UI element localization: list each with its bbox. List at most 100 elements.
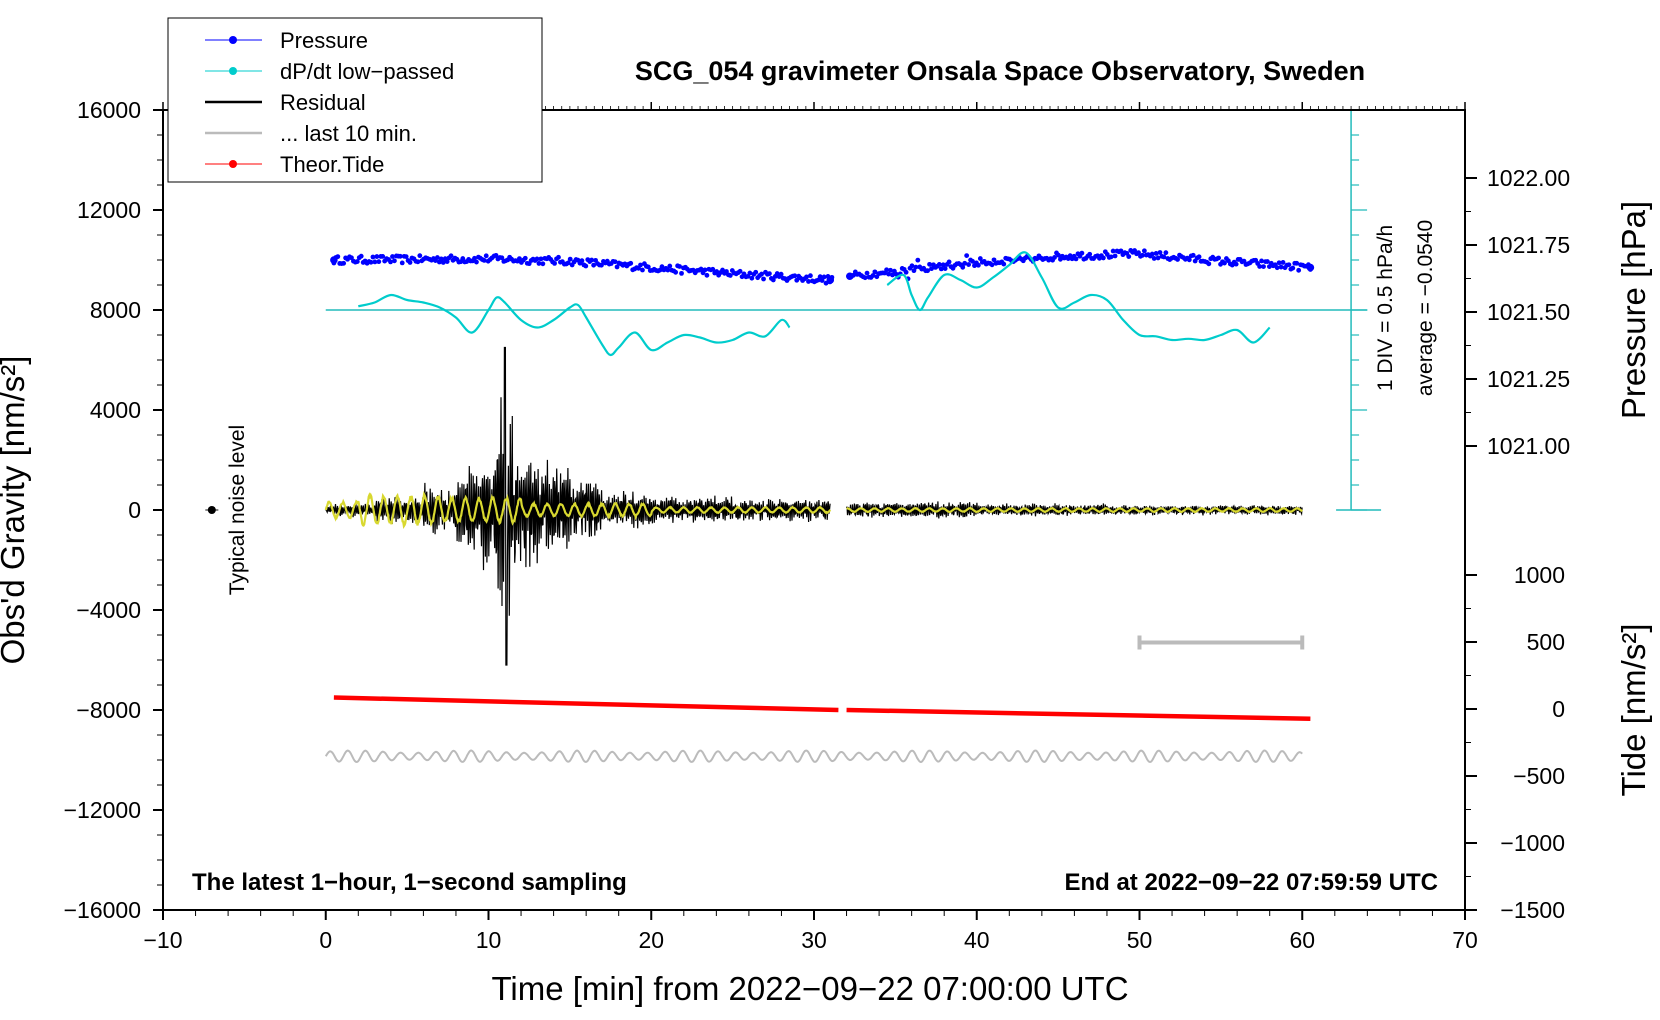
y-tick-label: −4000 <box>76 597 141 623</box>
pressure-point <box>522 255 528 261</box>
pressure-point <box>368 259 374 265</box>
pressure-point <box>579 258 585 264</box>
pressure-point <box>1286 262 1292 268</box>
legend: Pressure dP/dt low−passed Residual ... last… <box>167 17 543 183</box>
pressure-point <box>536 261 542 266</box>
pressure-point <box>804 274 809 280</box>
pressure-point <box>884 267 889 273</box>
pressure-point <box>1079 250 1085 256</box>
pressure-point <box>870 273 876 278</box>
pressure-point <box>417 253 423 259</box>
pressure-point <box>374 254 380 259</box>
pressure-point <box>761 276 766 282</box>
tide-tick-label: 0 <box>1552 696 1565 722</box>
pressure-point <box>1151 256 1157 261</box>
pressure-point <box>778 271 784 277</box>
y-tick-label: −12000 <box>64 797 141 823</box>
pressure-point <box>962 260 968 266</box>
dpdt-line-2 <box>886 251 1271 344</box>
y-axis-pressure-title: Pressure [hPa] <box>1615 201 1652 419</box>
pressure-point <box>354 259 360 264</box>
tide-line-1 <box>333 695 839 713</box>
pressure-point <box>679 270 684 276</box>
pressure-point <box>817 274 823 280</box>
legend-marker <box>229 160 237 168</box>
pressure-point <box>1276 260 1282 266</box>
filtered-series <box>324 490 1303 529</box>
pressure-point <box>1056 252 1061 258</box>
legend-marker <box>229 36 237 44</box>
pressure-point <box>540 261 546 267</box>
pressure-point <box>806 279 811 284</box>
pressure-point <box>640 267 645 273</box>
pressure-point <box>970 258 975 264</box>
x-tick-label: 40 <box>964 927 990 953</box>
pressure-point <box>925 268 930 274</box>
pressure-point <box>552 260 557 266</box>
pressure-point <box>1274 265 1280 271</box>
noise-level-marker <box>207 506 216 514</box>
pressure-point <box>759 271 764 277</box>
x-tick-label: 10 <box>476 927 502 953</box>
pressure-point <box>1186 257 1192 263</box>
pressure-point <box>702 267 708 273</box>
x-tick-label: 60 <box>1289 927 1315 953</box>
pressure-point <box>1233 261 1239 267</box>
scale-div-label: 1 DIV = 0.5 hPa/h <box>1374 225 1397 391</box>
pressure-point <box>517 256 522 262</box>
pressure-point <box>819 278 825 283</box>
pressure-point <box>538 256 544 262</box>
pressure-point <box>913 264 919 270</box>
pressure-point <box>714 269 720 274</box>
pressure-point <box>1141 248 1147 254</box>
pressure-point <box>665 267 671 273</box>
pressure-tick-label: 1021.75 <box>1487 232 1570 258</box>
pressure-point <box>1108 254 1114 260</box>
chart-title: SCG_054 gravimeter Onsala Space Observat… <box>635 56 1365 86</box>
pressure-point <box>1149 251 1155 257</box>
pressure-point <box>567 256 573 262</box>
pressure-point <box>392 258 397 264</box>
tide-tick-label: −1000 <box>1500 830 1565 856</box>
pressure-point <box>397 253 403 259</box>
pressure-point <box>929 266 934 272</box>
pressure-point <box>888 267 893 273</box>
legend-label: Theor.Tide <box>280 152 384 177</box>
pressure-point <box>534 256 540 262</box>
pressure-point <box>645 264 651 270</box>
pressure-point <box>1261 264 1266 269</box>
x-tick-label: 0 <box>319 927 332 953</box>
pressure-point <box>821 274 827 280</box>
pressure-point <box>434 255 440 260</box>
pressure-point <box>964 253 970 259</box>
pressure-point <box>826 276 835 284</box>
pressure-point <box>612 259 618 265</box>
pressure-point <box>444 259 450 264</box>
pressure-point <box>372 259 378 265</box>
residual-line-1 <box>325 346 831 666</box>
pressure-point <box>415 259 421 265</box>
y-tick-label: 12000 <box>77 197 141 223</box>
pressure-point <box>727 273 733 278</box>
pressure-point <box>1296 267 1302 273</box>
sampling-annotation: The latest 1−hour, 1−second sampling <box>192 869 627 896</box>
pressure-point <box>938 266 944 272</box>
pressure-point <box>1257 264 1263 269</box>
x-tick-label: −10 <box>143 927 182 953</box>
pressure-point <box>936 262 942 267</box>
noise-level-label: Typical noise level <box>226 425 249 595</box>
pressure-point <box>1087 251 1093 257</box>
pressure-point <box>862 275 868 281</box>
pressure-point <box>915 257 921 263</box>
tide-line-2 <box>846 707 1311 721</box>
pressure-point <box>1155 255 1161 261</box>
pressure-point <box>1100 255 1106 261</box>
pressure-point <box>403 254 409 260</box>
y-axis-left-title: Obs'd Gravity [nm/s²] <box>0 356 31 665</box>
y-axis-left: 16000 12000 8000 4000 0 −4000 −8000 −12000 −1600… <box>64 97 163 923</box>
pressure-point <box>380 253 386 259</box>
pressure-point <box>376 259 382 265</box>
pressure-point <box>673 269 679 275</box>
pressure-point <box>794 277 800 283</box>
pressure-point <box>614 264 620 270</box>
